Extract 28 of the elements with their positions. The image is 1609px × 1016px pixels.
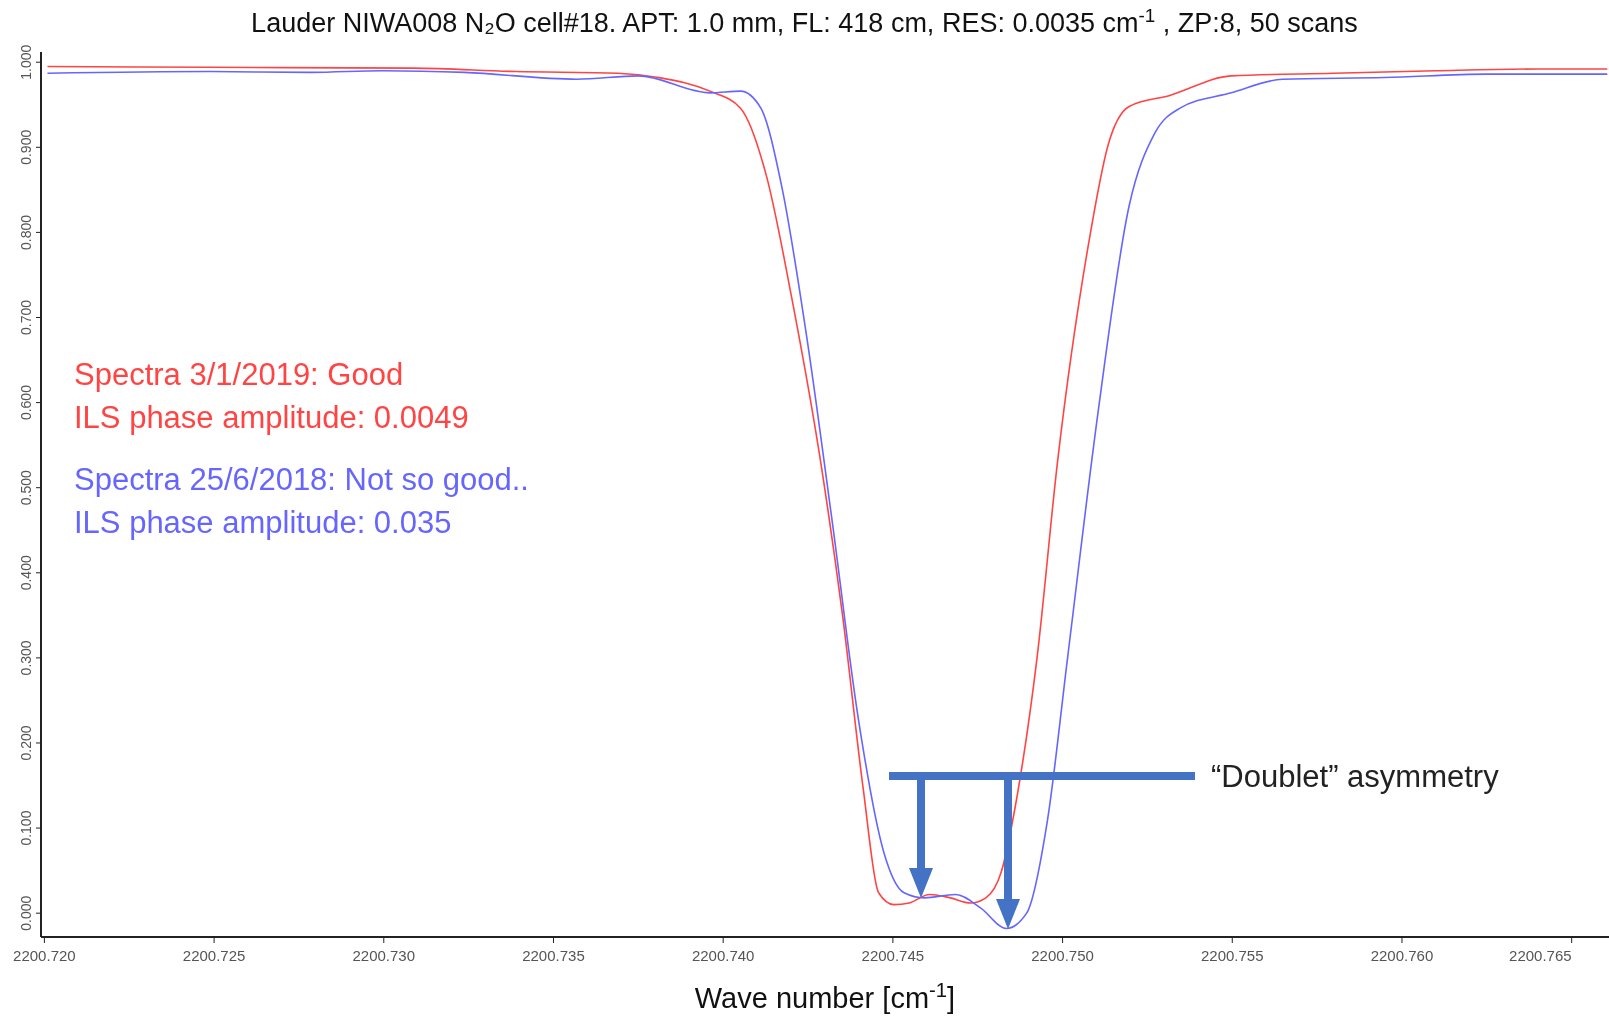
annotation: “Doublet” asymmetry [1211, 759, 1500, 794]
chart-title: Lauder NIWA008 N₂O cell#18. APT: 1.0 mm, FL: 418 cm, RES: 0.0035 cm$^{-1}$ , ZP:8, 50 scans [251, 4, 1358, 38]
x-tick-label: 2200.760 [1370, 947, 1434, 964]
annotation: ILS phase amplitude: 0.035 [74, 505, 452, 540]
y-tick-label: 0.100 [18, 810, 34, 846]
x-axis-title: Wave number [cm$^{-1}$] [694, 979, 956, 1014]
text: Spectra 3/1/2019: Good [74, 357, 404, 392]
y-tick-label: 0.500 [18, 469, 34, 506]
x-tick-label: 2200.735 [522, 947, 585, 964]
y-tick-label: 0.900 [18, 129, 34, 165]
x-tick-label: 2200.725 [182, 947, 246, 964]
y-tick-label: 1.000 [18, 44, 34, 80]
y-tick-label: 0.400 [18, 555, 34, 591]
y-tick-label: 0.200 [18, 725, 34, 761]
y-tick-label: 0.800 [18, 214, 34, 250]
y-tick-label: 0.700 [18, 299, 34, 336]
y-tick-label: 0.300 [18, 640, 34, 676]
x-tick-label: 2200.765 [1509, 947, 1572, 964]
x-tick-label: 2200.755 [1200, 947, 1264, 964]
y-tick-label: 0.000 [18, 895, 34, 931]
x-tick-label: 2200.730 [352, 947, 416, 964]
x-tick-label: 2200.745 [861, 947, 925, 964]
annotation: ILS phase amplitude: 0.0049 [74, 400, 469, 435]
text: Spectra 25/6/2018: Not so good.. [74, 462, 529, 497]
x-tick-label: 2200.720 [13, 947, 76, 964]
x-tick-label: 2200.750 [1031, 947, 1094, 964]
x-tick-label: 2200.740 [691, 947, 755, 964]
y-tick-label: 0.600 [18, 384, 34, 421]
